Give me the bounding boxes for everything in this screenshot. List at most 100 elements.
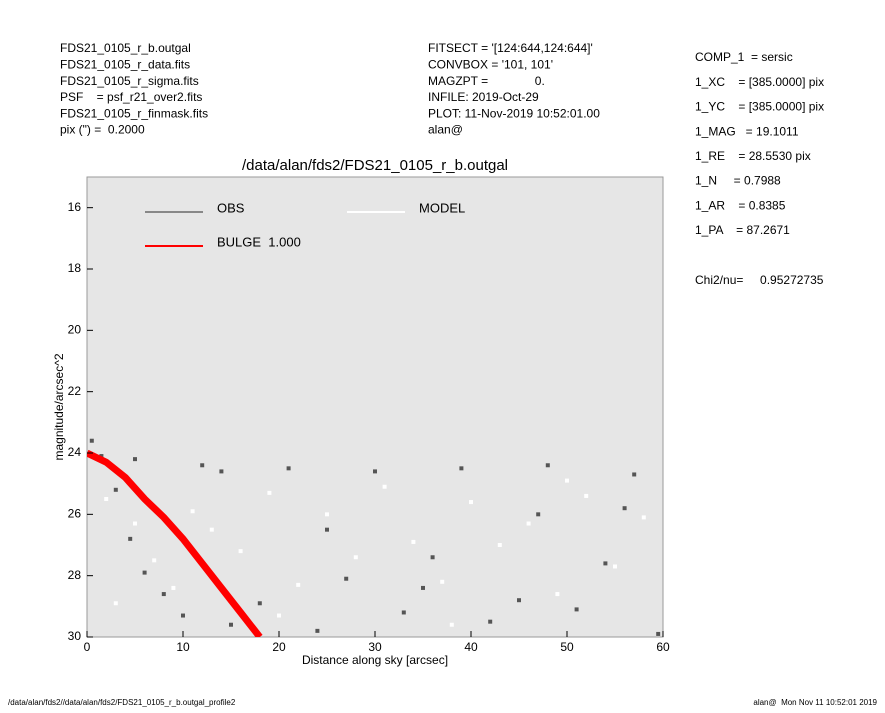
data-point	[133, 521, 137, 526]
data-point	[219, 469, 224, 474]
header-center: FITSECT = '[124:644,124:644]'	[428, 41, 593, 55]
legend-label: BULGE 1.000	[217, 234, 301, 249]
x-tick-label: 10	[176, 640, 190, 654]
data-point	[104, 497, 109, 501]
header-right: 1_PA = 87.2671	[695, 223, 790, 237]
header-left: pix (") = 0.2000	[60, 123, 145, 137]
data-point	[277, 613, 281, 618]
data-point	[641, 515, 646, 520]
data-point	[411, 539, 416, 544]
y-tick-label: 28	[68, 568, 82, 582]
header-left: FDS21_0105_r_sigma.fits	[60, 74, 199, 88]
data-point	[181, 613, 185, 618]
x-tick-label: 30	[368, 640, 382, 654]
plot-area	[86, 176, 664, 638]
data-point	[449, 622, 454, 627]
header-center: PLOT: 11-Nov-2019 10:52:01.00	[428, 106, 600, 120]
data-point	[267, 490, 272, 495]
data-point	[536, 512, 541, 517]
data-point	[373, 469, 377, 474]
model-line	[87, 449, 263, 637]
y-tick-label: 24	[68, 445, 82, 459]
header-left: FDS21_0105_r_data.fits	[60, 57, 190, 71]
header-left: FDS21_0105_r_b.outgal	[60, 41, 191, 55]
header-center: alan@	[428, 123, 463, 137]
data-point	[622, 506, 627, 511]
data-point	[497, 543, 502, 547]
data-point	[382, 484, 387, 489]
header-right: 1_AR = 0.8385	[695, 198, 786, 212]
data-point	[113, 487, 118, 492]
data-point	[401, 610, 406, 615]
data-point	[430, 555, 435, 560]
data-point	[459, 466, 464, 471]
header-right: 1_XC = [385.0000] pix	[695, 75, 824, 89]
data-point	[555, 592, 560, 597]
data-point	[526, 521, 531, 526]
plot-marks	[87, 438, 661, 637]
data-point	[257, 601, 262, 606]
header-right: 1_MAG = 19.1011	[695, 124, 799, 138]
data-point	[315, 628, 320, 633]
data-point	[200, 463, 205, 468]
data-point	[325, 512, 329, 517]
data-point	[488, 619, 493, 624]
data-point	[632, 472, 637, 477]
x-tick-label: 0	[84, 640, 91, 654]
y-tick-label: 16	[68, 200, 82, 214]
data-point	[656, 631, 661, 636]
data-point	[325, 527, 329, 532]
header-left: FDS21_0105_r_finmask.fits	[60, 106, 208, 120]
data-point	[344, 576, 349, 581]
data-point	[421, 585, 425, 590]
header-left: PSF = psf_r21_over2.fits	[60, 90, 202, 104]
data-point	[613, 564, 617, 569]
y-tick-label: 26	[68, 507, 82, 521]
data-point	[296, 582, 301, 587]
data-point	[565, 478, 569, 483]
header-right: 1_YC = [385.0000] pix	[695, 100, 824, 114]
x-tick-label: 40	[464, 640, 478, 654]
y-tick-label: 18	[68, 261, 82, 275]
data-point	[152, 558, 157, 563]
legend-label: OBS	[217, 200, 245, 215]
chart-title: /data/alan/fds2/FDS21_0105_r_b.outgal	[242, 157, 508, 174]
x-tick-label: 50	[560, 640, 574, 654]
y-tick-label: 20	[68, 323, 82, 337]
data-point	[190, 509, 195, 514]
header-right: 1_N = 0.7988	[695, 174, 781, 188]
data-point	[209, 527, 214, 532]
header-center: INFILE: 2019-Oct-29	[428, 90, 539, 104]
y-tick-label: 30	[68, 629, 82, 643]
data-point	[440, 579, 445, 584]
data-point	[161, 592, 166, 597]
data-point	[229, 622, 233, 627]
data-point	[89, 438, 94, 443]
data-point	[142, 570, 147, 575]
data-point	[574, 607, 579, 612]
data-point	[133, 457, 137, 462]
data-point	[545, 463, 550, 468]
data-point	[113, 601, 118, 606]
header-right: COMP_1 = sersic	[695, 50, 793, 64]
x-tick-label: 60	[656, 640, 670, 654]
x-tick-label: 20	[272, 640, 286, 654]
footer-left: /data/alan/fds2//data/alan/fds2/FDS21_01…	[8, 698, 236, 707]
header-right: 1_RE = 28.5530 pix	[695, 149, 811, 163]
header-center: CONVBOX = '101, 101'	[428, 57, 553, 71]
data-point	[469, 500, 473, 505]
footer-right: alan@ Mon Nov 11 10:52:01 2019	[753, 698, 877, 707]
header-center: MAGZPT = 0.	[428, 74, 545, 88]
data-point	[353, 555, 358, 560]
data-point	[238, 549, 243, 554]
data-point	[584, 493, 589, 498]
y-axis-label: magnitude/arcsec^2	[52, 353, 66, 460]
data-point	[517, 598, 521, 603]
chi2: Chi2/nu= 0.95272735	[695, 273, 824, 287]
y-tick-label: 22	[68, 384, 82, 398]
data-point	[286, 466, 291, 471]
x-axis-label: Distance along sky [arcsec]	[302, 653, 448, 667]
data-point	[171, 585, 176, 590]
legend-label: MODEL	[419, 200, 465, 215]
